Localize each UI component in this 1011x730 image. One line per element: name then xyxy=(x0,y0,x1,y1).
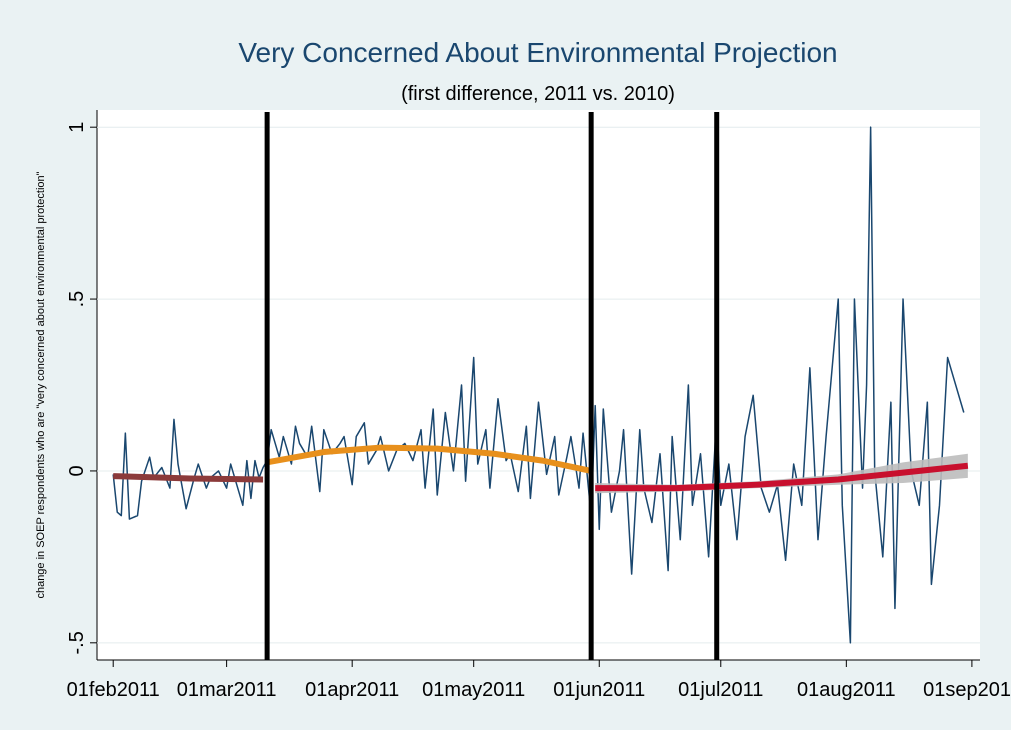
fit-line xyxy=(266,444,592,474)
x-tick-label: 01aug2011 xyxy=(797,679,896,701)
x-tick-label: 01may2011 xyxy=(422,679,525,701)
y-tick-label: 0 xyxy=(66,465,88,476)
fit-line xyxy=(113,473,264,483)
x-tick-label: 01jun2011 xyxy=(553,679,645,701)
y-tick-label: -.5 xyxy=(66,631,88,654)
y-tick-label: .5 xyxy=(66,291,88,308)
chart-subtitle: (first difference, 2011 vs. 2010) xyxy=(401,83,675,105)
x-tick-label: 01feb2011 xyxy=(67,679,160,701)
fit-line xyxy=(595,462,969,492)
plot-area xyxy=(97,110,980,660)
chart-title: Very Concerned About Environmental Proje… xyxy=(238,37,837,68)
confidence-band xyxy=(595,453,968,494)
data-line xyxy=(112,126,965,644)
x-tick-label: 01jul2011 xyxy=(678,679,763,701)
y-tick-label: 1 xyxy=(66,122,88,133)
x-tick-label: 01sep2011 xyxy=(923,679,1011,701)
x-tick-label: 01mar2011 xyxy=(177,679,277,701)
x-tick-label: 01apr2011 xyxy=(305,679,399,701)
y-axis-label: change in SOEP respondents who are "very… xyxy=(35,171,47,598)
